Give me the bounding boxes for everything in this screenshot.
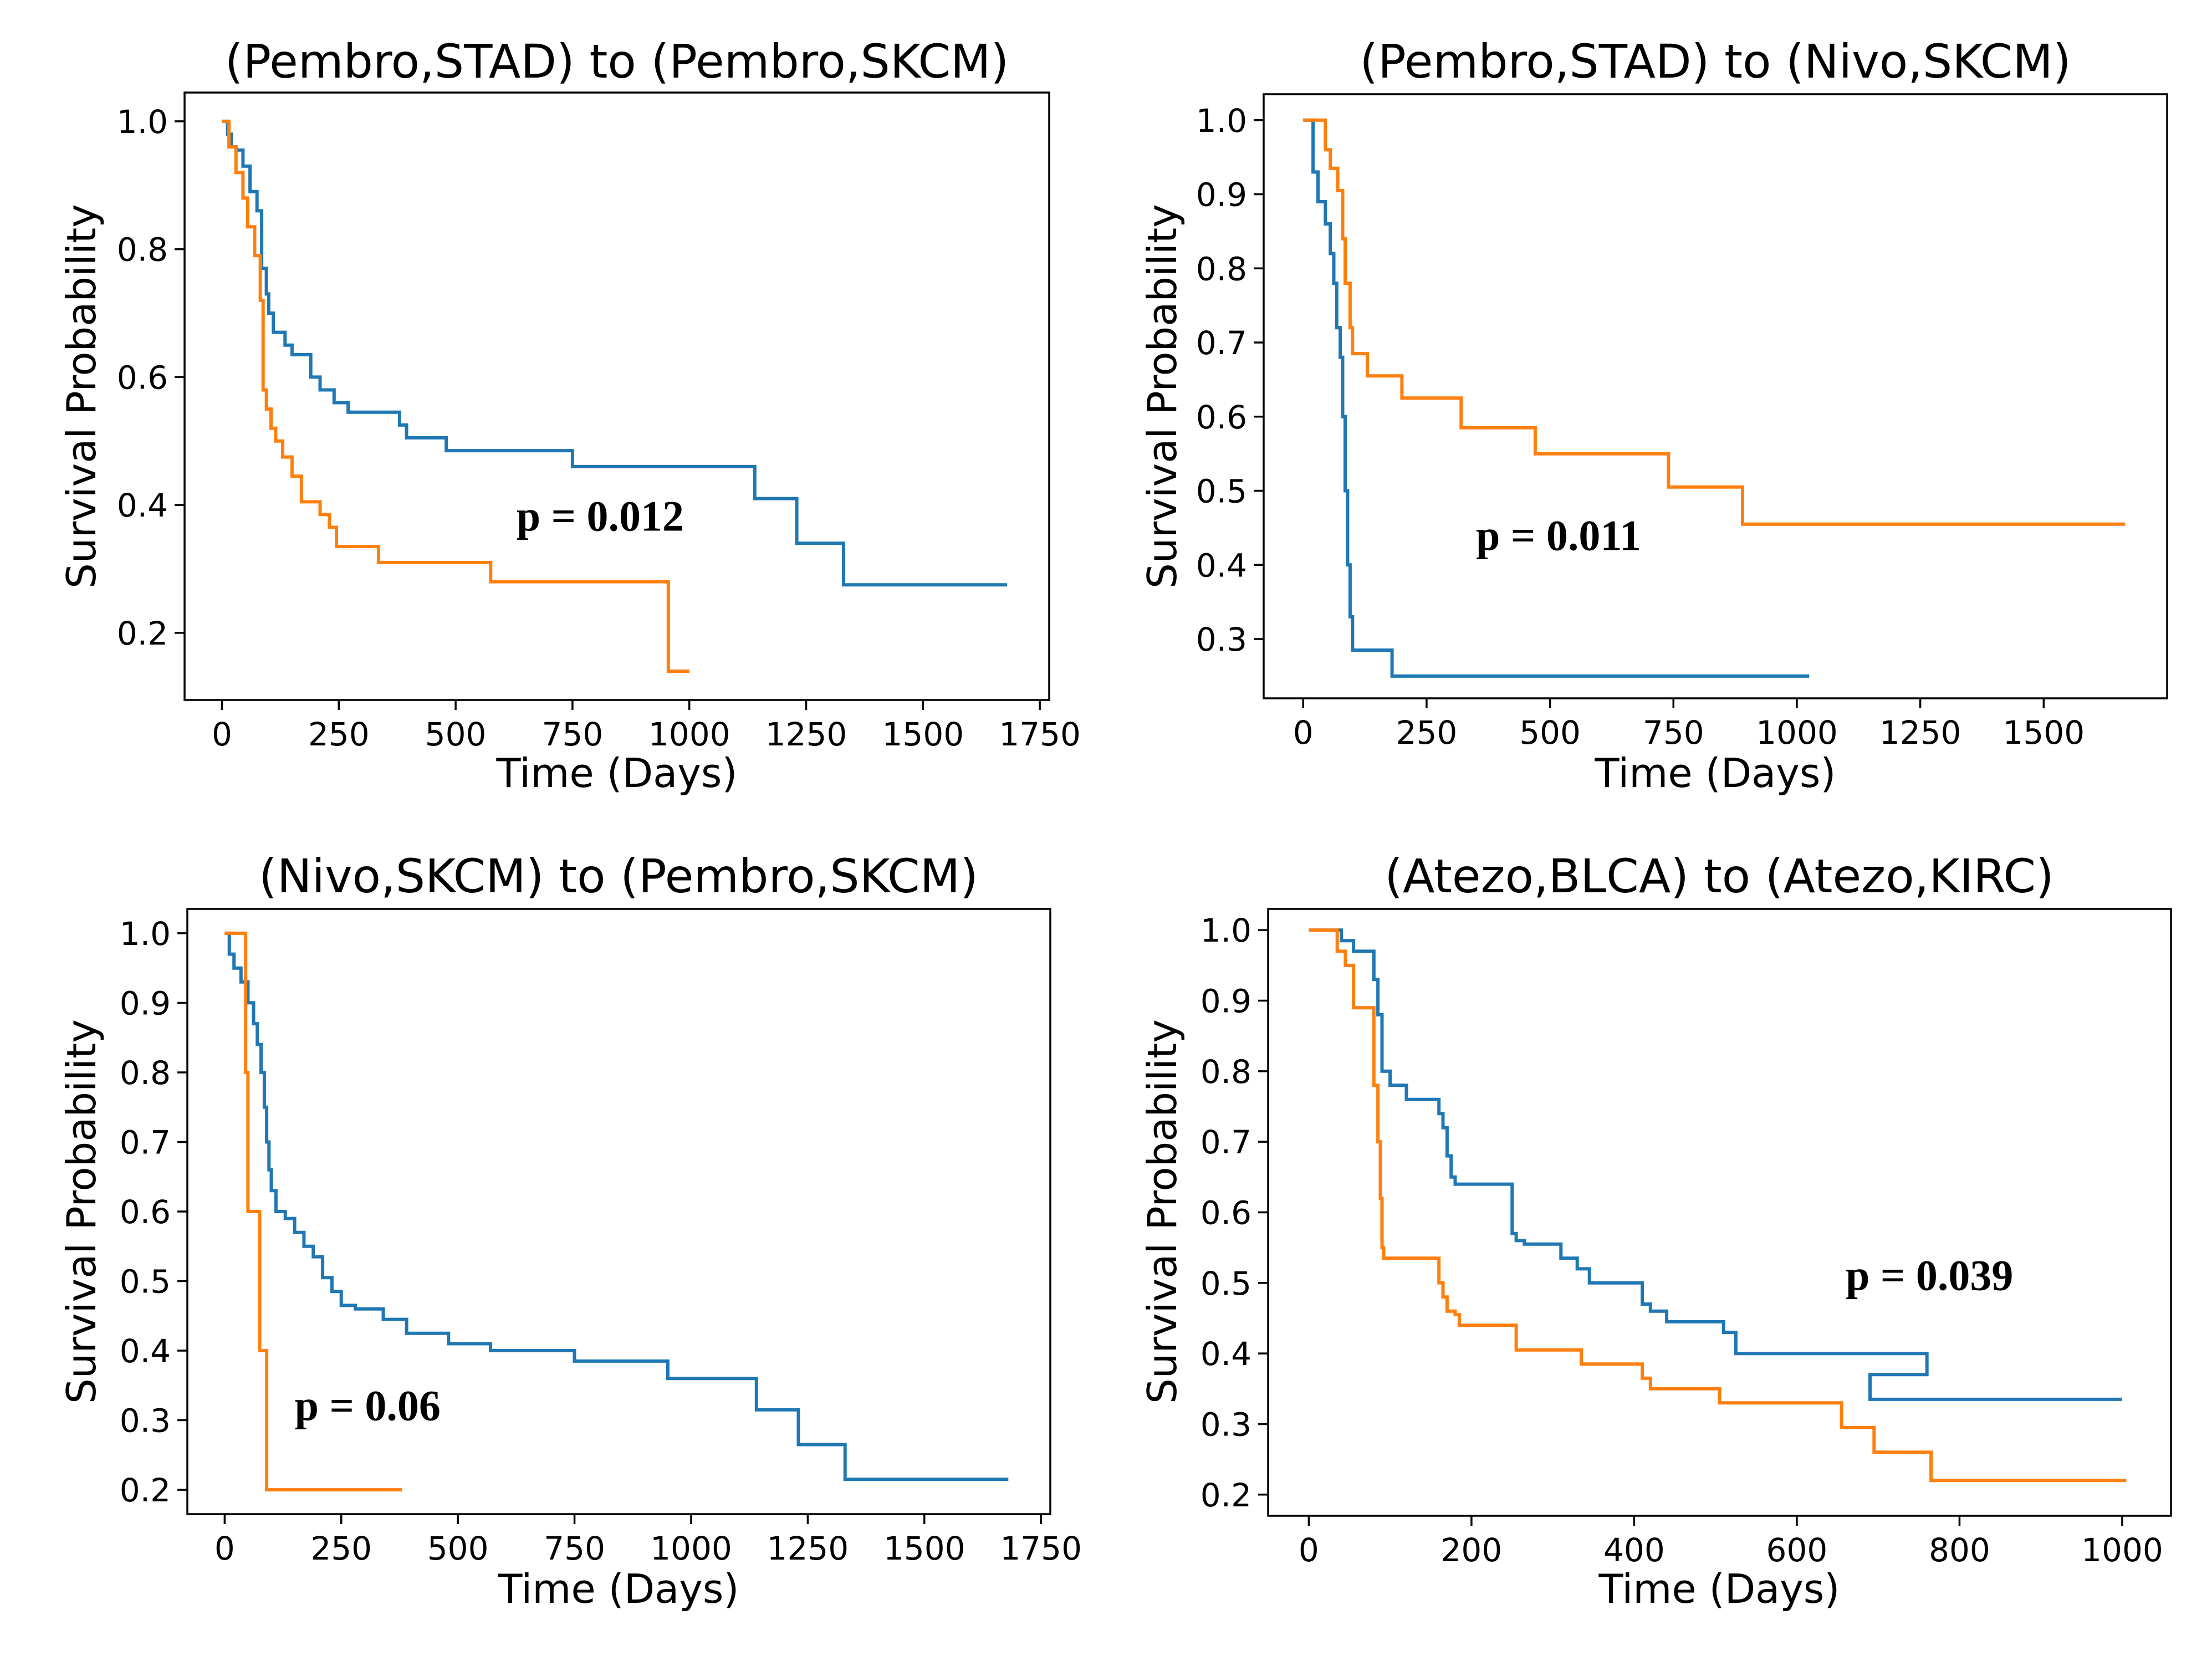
y-tick-label: 0.7 xyxy=(120,1123,171,1161)
y-tick-label: 0.8 xyxy=(1200,1053,1251,1091)
y-tick-label: 0.6 xyxy=(1200,1194,1251,1232)
survival-curve-blue xyxy=(1303,118,1810,678)
y-tick-label: 0.5 xyxy=(1200,1265,1251,1302)
y-axis-label: Survival Probability xyxy=(58,1019,105,1404)
survival-curve-blue xyxy=(1309,928,2122,1401)
survival-curve-orange xyxy=(224,931,402,1492)
y-axis-label: Survival Probability xyxy=(58,204,105,589)
x-axis-label: Time (Days) xyxy=(498,1566,739,1612)
y-axis-label: Survival Probability xyxy=(1139,204,1186,589)
x-tick-label: 1000 xyxy=(2081,1531,2163,1569)
panel-title: (Nivo,SKCM) to (Pembro,SKCM) xyxy=(259,849,978,903)
x-tick-label: 1000 xyxy=(648,715,730,753)
panel-title: (Pembro,STAD) to (Nivo,SKCM) xyxy=(1360,34,2071,89)
x-tick-label: 750 xyxy=(544,1530,605,1567)
y-tick-label: 1.0 xyxy=(117,103,168,141)
x-tick-label: 1500 xyxy=(883,1530,965,1567)
x-axis-label: Time (Days) xyxy=(1595,750,1836,796)
x-tick-label: 1250 xyxy=(1879,714,1961,752)
x-tick-label: 250 xyxy=(308,715,370,753)
x-tick-label: 0 xyxy=(1293,714,1314,752)
y-tick-label: 1.0 xyxy=(1200,912,1251,949)
y-tick-label: 0.8 xyxy=(1196,250,1247,288)
survival-curve-blue xyxy=(224,931,1009,1481)
panel-bottom-left: (Nivo,SKCM) to (Pembro,SKCM) Time (Days)… xyxy=(58,849,1082,1612)
x-tick-label: 1750 xyxy=(999,715,1081,753)
x-tick-label: 1000 xyxy=(1756,714,1838,752)
panel-bottom-right: (Atezo,BLCA) to (Atezo,KIRC) Time (Days)… xyxy=(1139,849,2172,1612)
survival-curve-orange xyxy=(222,119,689,673)
x-tick-label: 0 xyxy=(214,1530,235,1567)
y-axis-label: Survival Probability xyxy=(1139,1019,1186,1404)
p-value-annotation: p = 0.012 xyxy=(517,492,684,540)
y-tick-label: 0.6 xyxy=(117,359,168,396)
panel-top-right: (Pembro,STAD) to (Nivo,SKCM) Time (Days)… xyxy=(1139,34,2168,796)
x-tick-label: 400 xyxy=(1603,1531,1665,1569)
survival-curve-blue xyxy=(222,119,1008,587)
p-value-annotation: p = 0.039 xyxy=(1846,1251,2013,1300)
x-tick-label: 1250 xyxy=(765,715,847,753)
y-tick-label: 0.6 xyxy=(120,1193,171,1231)
y-tick-label: 0.8 xyxy=(120,1054,171,1092)
p-value-annotation: p = 0.011 xyxy=(1476,512,1641,560)
x-tick-label: 500 xyxy=(425,715,487,753)
y-tick-label: 0.3 xyxy=(1196,621,1247,658)
y-tick-label: 0.9 xyxy=(1196,176,1247,214)
x-tick-label: 500 xyxy=(1519,714,1581,752)
survival-curve-orange xyxy=(1303,118,2126,526)
y-tick-label: 0.6 xyxy=(1196,398,1247,436)
y-tick-label: 0.4 xyxy=(1200,1335,1251,1373)
x-tick-label: 750 xyxy=(1643,714,1704,752)
x-axis-label: Time (Days) xyxy=(496,750,738,796)
plot-frame xyxy=(1263,93,2168,699)
x-tick-label: 1750 xyxy=(1000,1530,1082,1567)
survival-curve-orange xyxy=(1309,928,2127,1483)
y-tick-label: 0.5 xyxy=(1196,473,1247,510)
y-tick-label: 0.2 xyxy=(120,1471,171,1509)
y-tick-label: 0.2 xyxy=(1200,1476,1251,1514)
y-tick-label: 0.4 xyxy=(1196,546,1247,584)
y-tick-label: 0.4 xyxy=(120,1332,171,1370)
y-tick-label: 0.5 xyxy=(120,1263,171,1301)
x-tick-label: 500 xyxy=(427,1530,489,1567)
x-tick-label: 250 xyxy=(1396,714,1458,752)
x-tick-label: 750 xyxy=(542,715,604,753)
x-tick-label: 800 xyxy=(1929,1531,1990,1569)
x-tick-label: 250 xyxy=(310,1530,372,1567)
y-tick-label: 0.2 xyxy=(117,615,168,652)
x-tick-label: 1500 xyxy=(2003,714,2085,752)
panel-title: (Atezo,BLCA) to (Atezo,KIRC) xyxy=(1385,849,2054,903)
p-value-annotation: p = 0.06 xyxy=(295,1382,441,1430)
x-tick-label: 600 xyxy=(1766,1531,1828,1569)
x-tick-label: 0 xyxy=(1299,1531,1319,1569)
y-tick-label: 0.7 xyxy=(1200,1123,1251,1161)
y-tick-label: 0.9 xyxy=(120,984,171,1022)
plot-frame xyxy=(183,91,1050,701)
panel-top-left: (Pembro,STAD) to (Pembro,SKCM) Time (Day… xyxy=(58,34,1081,796)
y-tick-label: 0.4 xyxy=(117,487,168,524)
y-tick-label: 0.9 xyxy=(1200,983,1251,1020)
y-tick-label: 0.3 xyxy=(1200,1405,1251,1443)
plot-frame xyxy=(1267,908,2172,1517)
x-tick-label: 1500 xyxy=(882,715,964,753)
y-tick-label: 0.7 xyxy=(1196,324,1247,362)
panel-title: (Pembro,STAD) to (Pembro,SKCM) xyxy=(225,34,1009,89)
y-tick-label: 0.8 xyxy=(117,231,168,269)
x-axis-label: Time (Days) xyxy=(1598,1566,1840,1612)
x-tick-label: 1000 xyxy=(650,1530,732,1567)
x-tick-label: 0 xyxy=(212,715,232,753)
y-tick-label: 0.3 xyxy=(120,1402,171,1440)
x-tick-label: 1250 xyxy=(767,1530,849,1567)
x-tick-label: 200 xyxy=(1441,1531,1503,1569)
y-tick-label: 1.0 xyxy=(120,915,171,953)
y-tick-label: 1.0 xyxy=(1196,102,1247,140)
